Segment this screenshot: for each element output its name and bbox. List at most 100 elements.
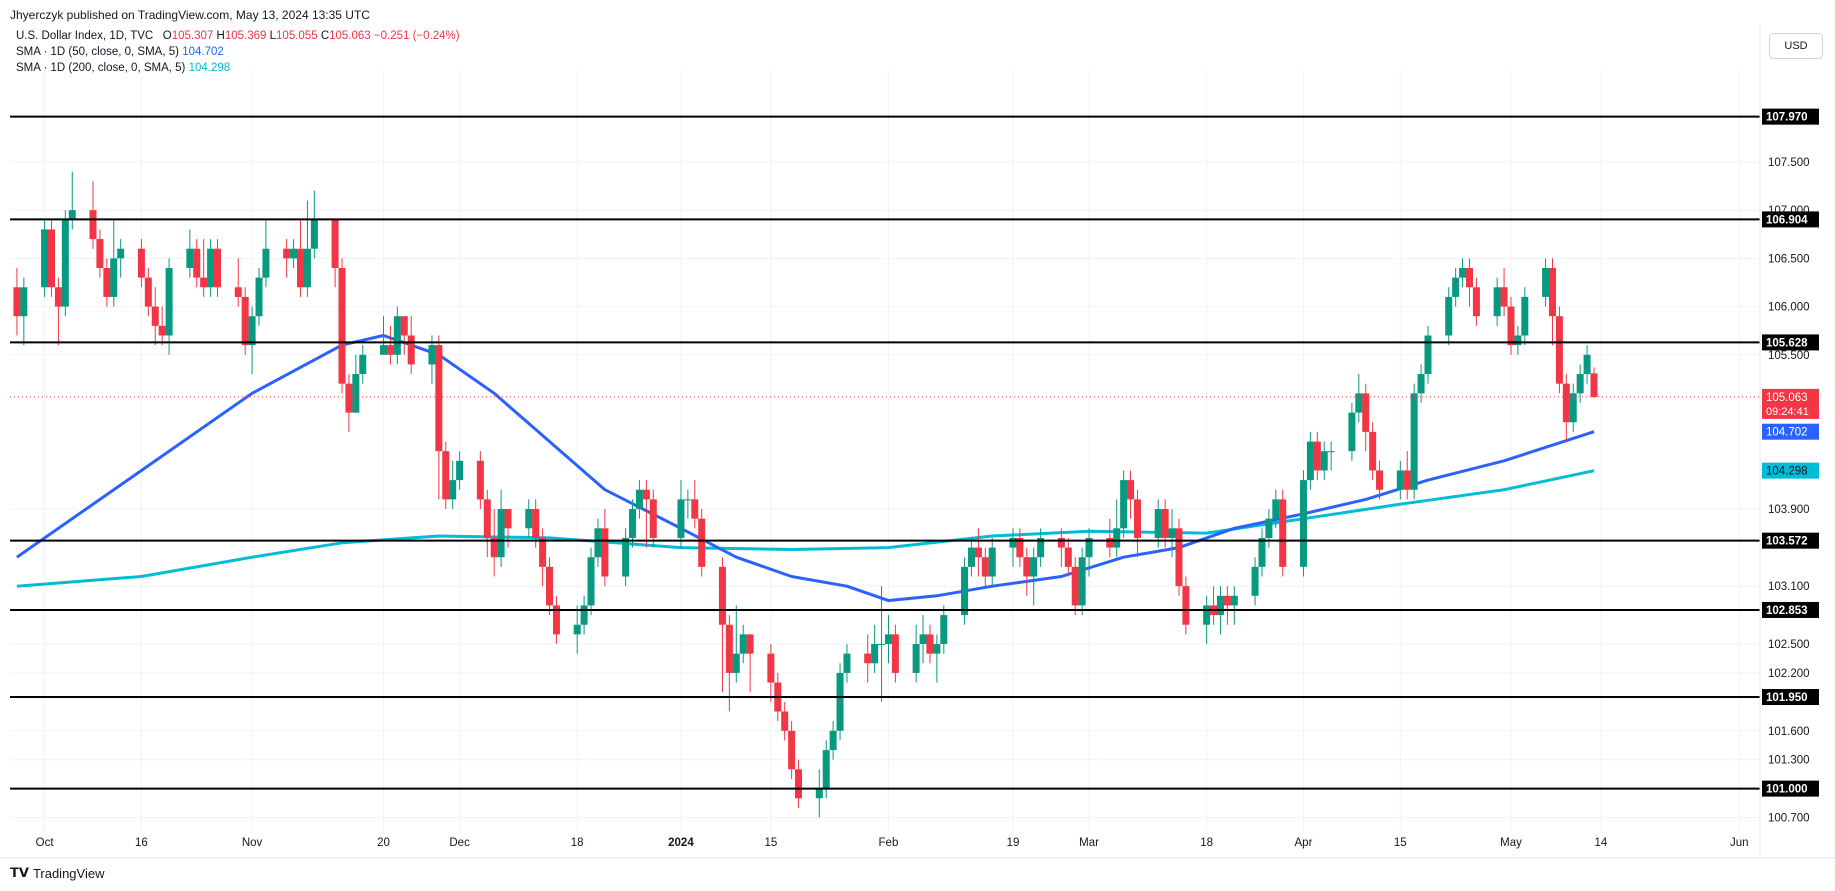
candle-body	[884, 634, 892, 644]
candle	[117, 239, 125, 278]
candle-body	[1113, 528, 1121, 548]
candle-body	[1514, 335, 1522, 346]
candle-body	[1071, 566, 1079, 606]
symbol-title[interactable]: U.S. Dollar Index, 1D, TVC	[16, 30, 154, 42]
level-tag-label: 101.950	[1766, 692, 1808, 704]
candle-body	[13, 287, 21, 317]
candle	[864, 634, 872, 683]
candle-body	[456, 460, 464, 481]
candle	[1057, 528, 1065, 567]
candle	[1569, 383, 1577, 432]
close-value: 105.063	[329, 30, 371, 42]
sma200-line	[16, 469, 1595, 588]
candle-body	[283, 248, 291, 259]
candle	[871, 624, 879, 673]
candle-body	[1424, 335, 1432, 375]
y-tick-label: 107.500	[1768, 157, 1810, 169]
candle-body	[1223, 595, 1231, 606]
candle	[580, 595, 588, 635]
candle-body	[504, 509, 512, 529]
x-tick-label: Nov	[242, 837, 263, 849]
candle-body	[442, 451, 450, 500]
candle-body	[1161, 509, 1169, 538]
candle-body	[490, 537, 498, 558]
candle-body	[601, 528, 609, 577]
candle	[594, 518, 602, 567]
candle-body	[165, 268, 173, 336]
candle-body	[110, 258, 118, 297]
candle-body	[1016, 537, 1024, 558]
candle	[988, 537, 996, 587]
candle-body	[1210, 605, 1218, 616]
candle	[297, 219, 305, 297]
y-tick-label: 103.900	[1768, 504, 1810, 516]
candle-body	[649, 499, 657, 538]
candle	[1396, 460, 1404, 500]
ohlc-legend: U.S. Dollar Index, 1D, TVC O105.307 H105…	[16, 30, 460, 42]
candle	[241, 287, 249, 355]
low-value: 105.055	[276, 30, 318, 42]
candle	[283, 239, 291, 278]
candle	[629, 499, 637, 548]
candle-body	[193, 248, 201, 278]
footer-brand[interactable]: 𝗧𝗩 TradingView	[10, 865, 104, 881]
candle-body	[725, 624, 733, 673]
sma50-legend[interactable]: SMA · 1D (50, close, 0, SMA, 5) 104.702	[16, 46, 224, 58]
currency-button[interactable]: USD	[1769, 33, 1823, 59]
candle-body	[476, 460, 484, 500]
candle	[1548, 258, 1556, 346]
candle-body	[380, 345, 388, 355]
candle-body	[359, 354, 367, 375]
candle	[1369, 422, 1377, 481]
candle	[303, 200, 311, 297]
candle	[1133, 489, 1141, 558]
x-tick-label: 15	[764, 837, 777, 849]
candle-body	[1459, 268, 1467, 278]
candle	[573, 605, 581, 654]
candle-body	[41, 229, 49, 288]
candle	[1223, 586, 1231, 625]
candle-body	[1396, 470, 1404, 490]
candle-body	[788, 730, 796, 770]
y-tick-label: 100.700	[1768, 813, 1810, 825]
candle	[497, 489, 505, 567]
candle-body	[635, 489, 643, 510]
level-tag-bg	[1762, 108, 1819, 125]
candle-body	[103, 268, 111, 297]
candle-body	[1203, 605, 1211, 625]
candle-body	[1355, 393, 1363, 413]
candle	[718, 557, 726, 693]
level-tag-bg	[1762, 211, 1819, 228]
candle	[884, 615, 892, 664]
candle	[435, 335, 443, 500]
candle	[1182, 576, 1190, 635]
sma200-legend[interactable]: SMA · 1D (200, close, 0, SMA, 5) 104.298	[16, 62, 231, 74]
candle	[1472, 277, 1480, 326]
candle-body	[974, 547, 982, 558]
candle	[967, 537, 975, 577]
candle	[940, 605, 948, 654]
candle	[926, 624, 934, 664]
candle-body	[1154, 509, 1162, 538]
candle	[1120, 470, 1128, 538]
candle	[539, 528, 547, 587]
candle	[20, 277, 28, 346]
candle-body	[739, 634, 747, 654]
candle	[1417, 364, 1425, 403]
candle-body	[891, 634, 899, 673]
candle	[103, 258, 111, 307]
candle	[338, 258, 346, 394]
candle	[158, 306, 166, 346]
candle-body	[310, 219, 318, 249]
candle	[677, 480, 685, 548]
candle	[393, 306, 401, 365]
candle	[788, 721, 796, 779]
candle-body	[1417, 374, 1425, 394]
x-tick-label: 18	[1200, 837, 1213, 849]
candle	[829, 721, 837, 760]
candle-body	[732, 653, 740, 673]
candle	[1576, 364, 1584, 403]
x-tick-label: Feb	[879, 837, 899, 849]
candle	[442, 441, 450, 510]
